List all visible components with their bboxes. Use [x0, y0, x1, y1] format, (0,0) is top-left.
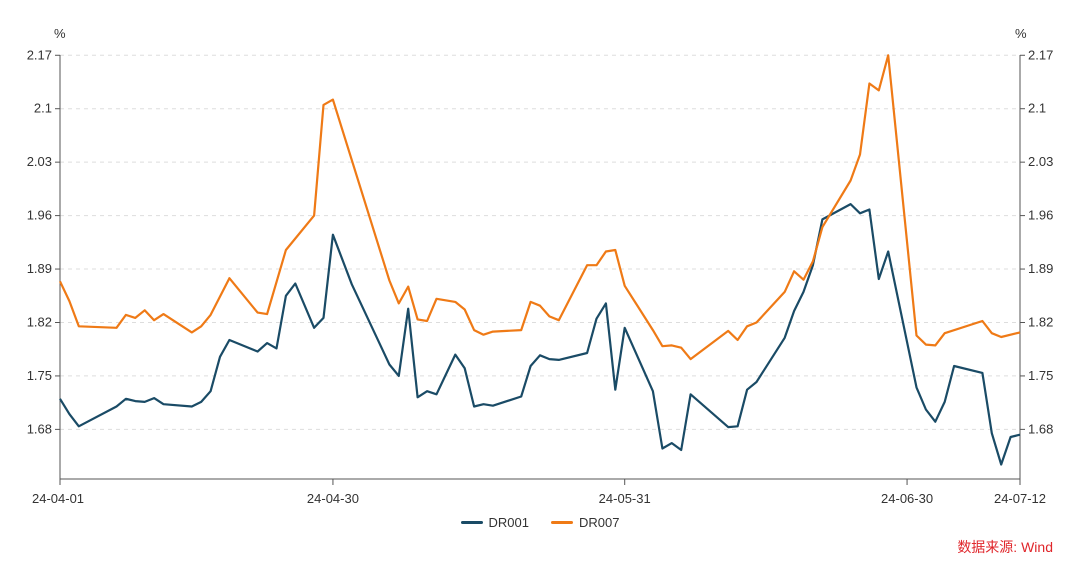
legend-item-dr007: DR007 — [551, 515, 619, 530]
left-tick-label: 2.17 — [27, 47, 52, 62]
grid-lines — [60, 54, 1020, 430]
legend: DR001 DR007 — [0, 515, 1080, 530]
right-tick-label: 1.75 — [1028, 368, 1053, 383]
x-tick-label: 24-05-31 — [599, 491, 651, 506]
series-line-dr001 — [59, 203, 1021, 466]
left-tick-label: 2.03 — [27, 154, 52, 169]
series-lines — [59, 54, 1021, 466]
right-tick-label: 1.96 — [1028, 208, 1053, 223]
legend-swatch-dr007 — [551, 521, 573, 524]
right-axis-unit: % — [1015, 26, 1027, 41]
x-tick-label: 24-07-12 — [994, 491, 1046, 506]
right-y-ticks: 1.68 1.75 1.82 1.89 1.96 2.03 2.1 2.17 — [1020, 47, 1053, 436]
series-line-dr007 — [59, 54, 1021, 361]
right-tick-label: 2.1 — [1028, 101, 1046, 116]
x-tick-label: 24-06-30 — [881, 491, 933, 506]
right-tick-label: 2.03 — [1028, 154, 1053, 169]
x-tick-label: 24-04-01 — [32, 491, 84, 506]
right-tick-label: 2.17 — [1028, 47, 1053, 62]
axes — [59, 55, 1021, 480]
right-tick-label: 1.89 — [1028, 261, 1053, 276]
x-tick-label: 24-04-30 — [307, 491, 359, 506]
left-axis-unit: % — [54, 26, 66, 41]
legend-item-dr001: DR001 — [460, 515, 529, 530]
left-y-ticks: 1.68 1.75 1.82 1.89 1.96 2.03 2.1 2.17 — [27, 47, 60, 436]
x-ticks: 24-04-01 24-04-30 24-05-31 24-06-30 24-07-12 — [32, 479, 1046, 506]
data-source-note: 数据来源: Wind — [957, 539, 1053, 555]
legend-label-dr001: DR001 — [488, 515, 529, 530]
left-tick-label: 1.82 — [27, 314, 52, 329]
legend-label-dr007: DR007 — [579, 515, 620, 530]
left-tick-label: 1.75 — [27, 368, 52, 383]
left-tick-label: 2.1 — [34, 101, 52, 116]
left-tick-label: 1.96 — [27, 208, 52, 223]
left-tick-label: 1.89 — [27, 261, 52, 276]
left-tick-label: 1.68 — [27, 421, 52, 436]
legend-swatch-dr001 — [460, 521, 483, 524]
right-tick-label: 1.68 — [1028, 421, 1053, 436]
right-tick-label: 1.82 — [1028, 314, 1053, 329]
